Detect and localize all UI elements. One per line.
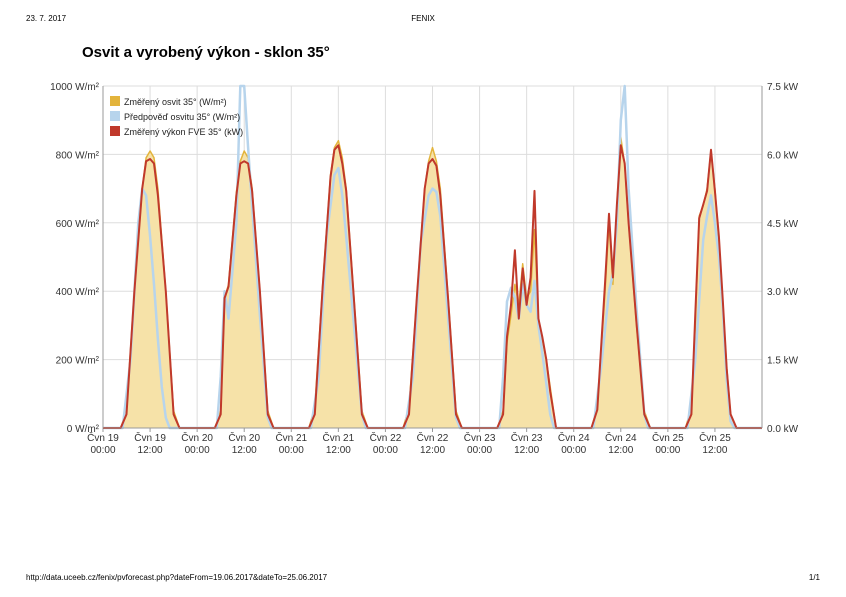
x-tick-label-day: Čvn 24 [558, 431, 590, 444]
series-line-measured-power [103, 144, 762, 429]
y-right-tick-label: 6.0 kW [767, 150, 799, 161]
legend-label: Změřený osvit 35° (W/m²) [124, 97, 227, 107]
x-tick-label-time: 12:00 [138, 445, 163, 456]
x-tick-label-time: 12:00 [514, 445, 539, 456]
print-date: 23. 7. 2017 [26, 14, 67, 23]
series-area-measured-irradiance [103, 137, 762, 429]
x-tick-label-day: Čvn 24 [605, 431, 637, 444]
x-tick-label-time: 00:00 [279, 445, 304, 456]
y-right-tick-label: 1.5 kW [767, 356, 799, 367]
x-tick-label-day: Čvn 23 [511, 431, 543, 444]
y-left-tick-label: 400 W/m² [56, 287, 100, 298]
x-tick-label-time: 12:00 [420, 445, 445, 456]
x-tick-label-time: 00:00 [561, 445, 586, 456]
page-url: http://data.uceeb.cz/fenix/pvforecast.ph… [26, 573, 328, 582]
x-tick-label-day: Čvn 25 [652, 431, 684, 444]
chart-title: Osvit a vyrobený výkon - sklon 35° [82, 44, 330, 61]
y-left-tick-label: 1000 W/m² [50, 82, 100, 93]
legend-swatch [110, 126, 120, 136]
x-tick-label-day: Čvn 22 [370, 431, 402, 444]
x-tick-label-time: 00:00 [185, 445, 210, 456]
x-tick-label-time: 00:00 [467, 445, 492, 456]
x-tick-label-day: Čvn 22 [417, 431, 449, 444]
x-tick-label-time: 00:00 [373, 445, 398, 456]
x-tick-label-day: Čvn 23 [464, 431, 496, 444]
x-tick-label-time: 12:00 [702, 445, 727, 456]
legend-label: Změřený výkon FVE 35° (kW) [124, 127, 243, 137]
x-tick-label-time: 12:00 [608, 445, 633, 456]
y-right-tick-label: 7.5 kW [767, 82, 799, 93]
y-right-tick-label: 0.0 kW [767, 424, 799, 435]
x-tick-label-time: 12:00 [326, 445, 351, 456]
y-left-tick-label: 600 W/m² [56, 219, 100, 230]
x-tick-label-time: 00:00 [90, 445, 115, 456]
y-left-tick-label: 200 W/m² [56, 356, 100, 367]
legend-label: Předpověď osvitu 35° (W/m²) [124, 112, 240, 122]
legend-swatch [110, 96, 120, 106]
y-right-tick-label: 4.5 kW [767, 219, 799, 230]
x-tick-label-time: 12:00 [232, 445, 257, 456]
y-left-tick-label: 0 W/m² [67, 424, 100, 435]
x-tick-label-day: Čvn 20 [228, 431, 260, 444]
print-app-name: FENIX [411, 14, 435, 23]
x-tick-label-day: Čvn 21 [275, 431, 307, 444]
x-tick-label-day: Čvn 19 [87, 431, 119, 444]
x-tick-label-time: 00:00 [655, 445, 680, 456]
legend-swatch [110, 111, 120, 121]
x-tick-label-day: Čvn 19 [134, 431, 166, 444]
y-right-tick-label: 3.0 kW [767, 287, 799, 298]
x-tick-label-day: Čvn 25 [699, 431, 731, 444]
x-tick-label-day: Čvn 21 [323, 431, 355, 444]
page-number: 1/1 [808, 573, 820, 582]
x-tick-label-day: Čvn 20 [181, 431, 213, 444]
y-left-tick-label: 800 W/m² [56, 150, 100, 161]
